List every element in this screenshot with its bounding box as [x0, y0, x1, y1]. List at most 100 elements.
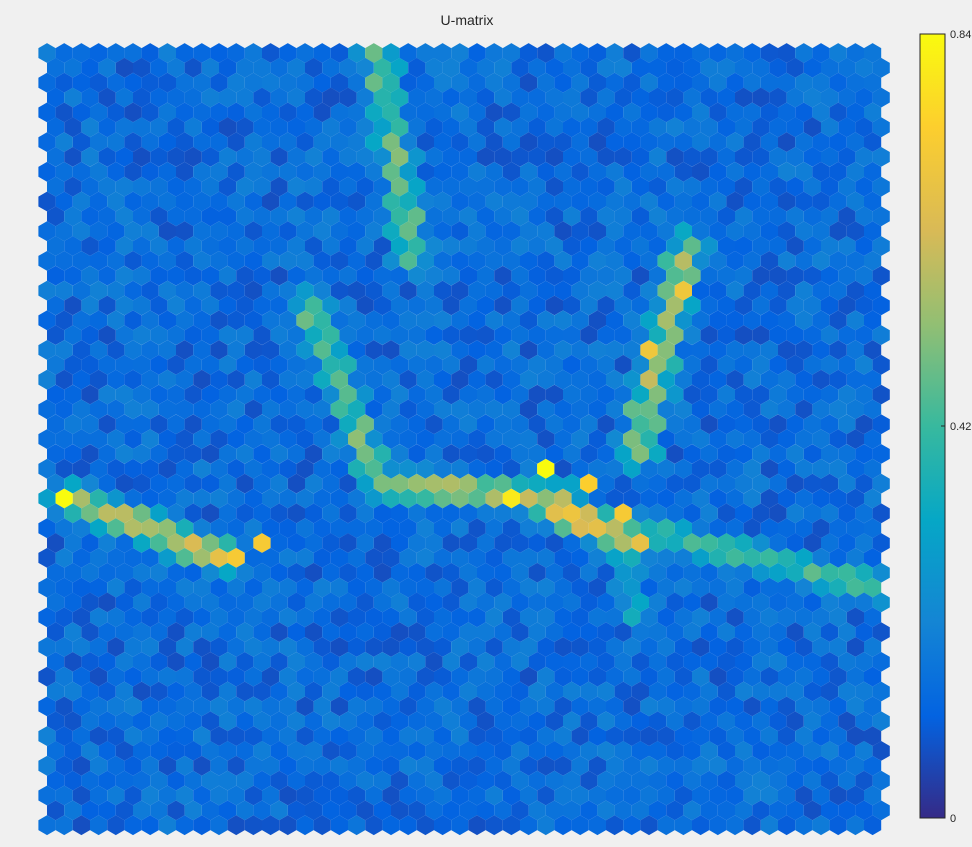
hex-cell	[485, 726, 503, 746]
hex-cell	[141, 755, 159, 776]
hex-cell	[141, 251, 159, 271]
hex-cell	[743, 755, 761, 776]
hex-cell	[743, 340, 761, 360]
hex-cell	[399, 785, 417, 806]
hex-cell	[752, 236, 770, 256]
hex-cell	[451, 161, 469, 182]
hex-cell	[485, 310, 503, 331]
hex-cell	[416, 755, 434, 776]
hex-cell	[666, 622, 684, 642]
hex-cell	[554, 251, 572, 271]
hex-cell	[90, 280, 108, 301]
hex-cell	[528, 741, 546, 761]
hex-cell	[115, 384, 133, 405]
hex-cell	[322, 206, 340, 227]
hex-cell	[623, 518, 641, 539]
hex-cell	[244, 310, 262, 331]
hex-cell	[38, 340, 56, 360]
hex-cell	[64, 533, 82, 553]
hex-cell	[236, 295, 254, 316]
hex-cell	[313, 251, 331, 271]
hex-cell	[683, 473, 701, 494]
hex-cell	[158, 43, 176, 63]
hex-cell	[244, 340, 262, 360]
hex-cell	[631, 444, 649, 464]
hex-cell	[855, 562, 873, 583]
hex-cell	[597, 206, 615, 227]
hex-cell	[141, 221, 159, 242]
hex-cell	[528, 265, 546, 286]
hex-cell	[674, 340, 692, 360]
hex-cell	[98, 444, 116, 464]
hex-cell	[167, 325, 185, 345]
hex-cell	[210, 102, 228, 123]
hex-cell	[683, 325, 701, 345]
hex-cell	[803, 444, 821, 464]
hex-cell	[38, 399, 56, 420]
hex-cell	[408, 741, 426, 761]
hex-cell	[640, 251, 658, 271]
hex-cell	[348, 726, 366, 746]
hex-cell	[158, 429, 176, 449]
hex-cell	[107, 637, 125, 657]
hex-cell	[434, 310, 452, 331]
hex-cell	[459, 444, 477, 464]
hex-cell	[494, 176, 512, 197]
hex-cell	[752, 562, 770, 583]
hex-cell	[47, 295, 65, 316]
hex-cell	[279, 102, 297, 123]
hex-cell	[356, 770, 374, 791]
hex-cell	[563, 681, 581, 702]
hex-cell	[141, 696, 159, 717]
hex-cell	[81, 384, 99, 405]
hex-cell	[124, 429, 142, 449]
hex-cell	[158, 340, 176, 360]
hex-cell	[674, 666, 692, 687]
hex-cell	[563, 473, 581, 494]
hex-cell	[373, 117, 391, 138]
hex-cell	[158, 815, 176, 836]
hex-cell	[864, 161, 882, 182]
hex-cell	[597, 354, 615, 375]
hex-cell	[554, 369, 572, 390]
hex-cell	[244, 815, 262, 836]
hex-cell	[769, 444, 787, 464]
hex-cell	[313, 102, 331, 123]
hex-cell	[434, 518, 452, 539]
hex-cell	[416, 577, 434, 598]
hex-cell	[115, 741, 133, 761]
hex-cell	[709, 161, 727, 182]
hex-cell	[210, 72, 228, 93]
hex-cell	[64, 622, 82, 642]
hex-cell	[365, 221, 383, 242]
hex-cell	[520, 458, 538, 479]
hex-cell	[717, 325, 735, 345]
hex-cell	[201, 295, 219, 316]
hex-cell	[408, 384, 426, 405]
hex-cell	[322, 711, 340, 732]
hex-cell	[339, 473, 357, 494]
hex-cell	[872, 592, 890, 613]
hex-cell	[597, 384, 615, 405]
hex-cell	[520, 696, 538, 717]
hex-cell	[700, 414, 718, 435]
hex-cell	[158, 369, 176, 390]
hex-cell	[81, 265, 99, 286]
hex-cell	[193, 280, 211, 301]
hex-cell	[124, 458, 142, 479]
hex-cell	[253, 681, 271, 702]
hex-cell	[657, 399, 675, 420]
hex-cell	[597, 592, 615, 613]
hex-cell	[219, 325, 237, 345]
hex-cell	[158, 577, 176, 598]
hex-cell	[262, 607, 280, 628]
hex-cell	[365, 548, 383, 568]
hex-cell	[167, 770, 185, 791]
hex-cell	[812, 369, 830, 390]
hex-cell	[184, 236, 202, 256]
hex-cell	[81, 681, 99, 702]
hex-cell	[270, 414, 288, 435]
hex-cell	[38, 577, 56, 598]
hex-cell	[494, 354, 512, 375]
hex-cell	[201, 206, 219, 227]
